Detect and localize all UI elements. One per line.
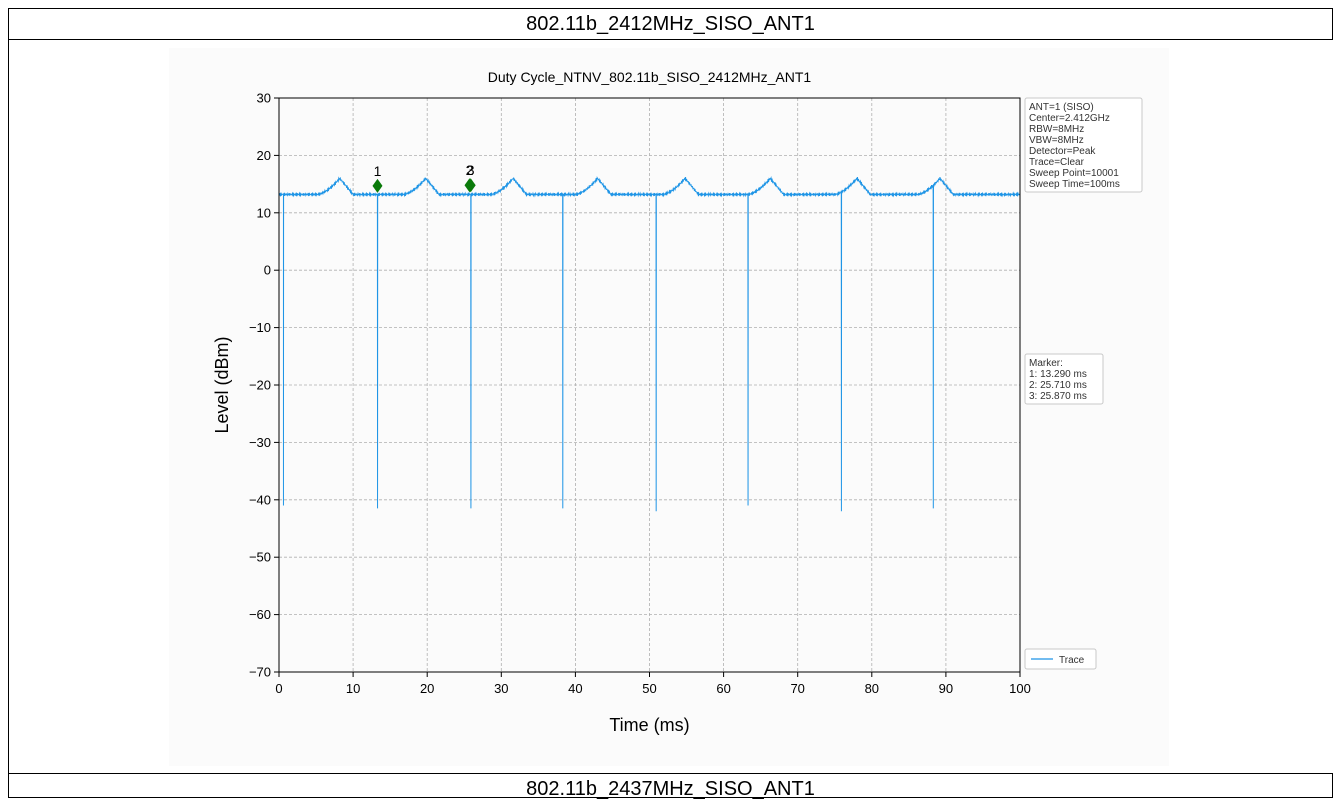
marker-box-line: 2: 25.710 ms (1029, 380, 1087, 391)
legend: Trace (1024, 648, 1097, 670)
marker-box-line: Marker: (1029, 358, 1063, 369)
y-tick-label: −10 (249, 320, 271, 335)
x-tick-label: 60 (716, 681, 730, 696)
y-tick-label: −60 (249, 607, 271, 622)
x-tick-label: 20 (420, 681, 434, 696)
marker-readout-box: Marker:1: 13.290 ms2: 25.710 ms3: 25.870… (1024, 353, 1104, 405)
marker-1 (372, 178, 383, 193)
marker-box-line: 1: 13.290 ms (1029, 369, 1087, 380)
x-axis-label: Time (ms) (609, 715, 689, 735)
legend-label: Trace (1059, 655, 1085, 666)
y-tick-label: −30 (249, 435, 271, 450)
y-axis-label: Level (dBm) (212, 336, 232, 433)
y-tick-label: 10 (257, 205, 271, 220)
settings-box-line: RBW=8MHz (1029, 124, 1084, 135)
x-tick-label: 40 (568, 681, 582, 696)
settings-box-line: Sweep Point=10001 (1029, 168, 1119, 179)
marker-box-frame (1024, 353, 1104, 405)
x-tick-label: 0 (275, 681, 282, 696)
x-tick-label: 10 (346, 681, 360, 696)
marker-3 (465, 178, 476, 193)
marker-box-line: 3: 25.870 ms (1029, 391, 1087, 402)
trace-line (278, 176, 1021, 512)
settings-box-line: Sweep Time=100ms (1029, 179, 1120, 190)
marker-label-3: 3 (467, 162, 475, 178)
marker-label-1: 1 (374, 163, 382, 179)
y-tick-label: −50 (249, 550, 271, 565)
legend-frame (1024, 648, 1097, 670)
settings-box-line: Trace=Clear (1029, 157, 1085, 168)
marker-label-2: 2 (466, 162, 474, 178)
y-tick-label: −40 (249, 492, 271, 507)
section-title-2412: 802.11b_2412MHz_SISO_ANT1 (9, 9, 1332, 40)
x-tick-label: 30 (494, 681, 508, 696)
settings-box-frame (1024, 97, 1143, 193)
y-tick-label: −70 (249, 665, 271, 680)
chart-title: Duty Cycle_NTNV_802.11b_SISO_2412MHz_ANT… (488, 69, 812, 85)
y-tick-label: 30 (257, 91, 271, 106)
y-tick-label: 0 (264, 263, 271, 278)
section-title-2437: 802.11b_2437MHz_SISO_ANT1 (9, 773, 1332, 804)
y-tick-label: 20 (257, 148, 271, 163)
y-tick-label: −20 (249, 378, 271, 393)
settings-box-line: VBW=8MHz (1029, 135, 1084, 146)
x-tick-label: 90 (939, 681, 953, 696)
x-tick-label: 80 (865, 681, 879, 696)
x-tick-label: 70 (790, 681, 804, 696)
x-tick-label: 50 (642, 681, 656, 696)
settings-box: ANT=1 (SISO)Center=2.412GHzRBW=8MHzVBW=8… (1024, 97, 1143, 193)
settings-box-line: ANT=1 (SISO) (1029, 102, 1094, 113)
settings-box-line: Center=2.412GHz (1029, 113, 1110, 124)
settings-box-line: Detector=Peak (1029, 146, 1096, 157)
x-tick-label: 100 (1009, 681, 1031, 696)
duty-cycle-chart: 1 23 0 10 20 30 40 50 60 70 80 90 1003020100−10−20−… (9, 40, 1334, 773)
